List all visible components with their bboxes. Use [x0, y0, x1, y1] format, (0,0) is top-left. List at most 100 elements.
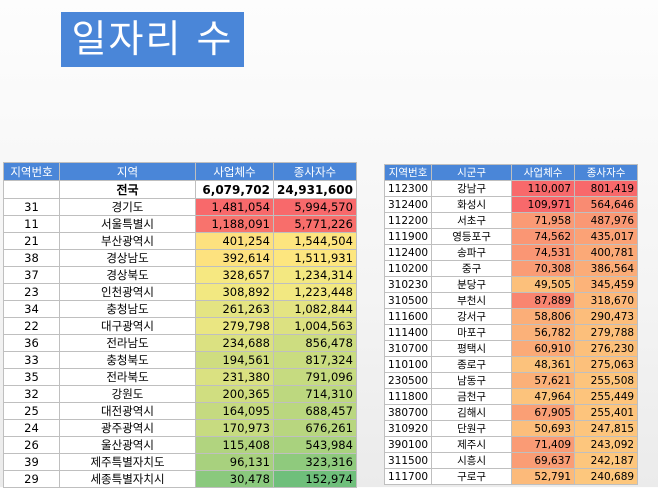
- cell-name: 경상남도: [59, 249, 196, 267]
- cell-biz: 69,637: [511, 452, 576, 469]
- table-row: 32 강원도 200,365 714,310: [3, 385, 357, 403]
- table-row: 22 대구광역시 279,798 1,004,563: [3, 317, 357, 335]
- table-row: 33 충청북도 194,561 817,324: [3, 351, 357, 369]
- cell-emp: 152,974: [273, 470, 357, 488]
- cell-name: 울산광역시: [59, 436, 196, 454]
- cell-code: 111900: [383, 228, 433, 245]
- cell-name: 대전광역시: [59, 402, 196, 420]
- col-header-emp: 종사자수: [574, 164, 639, 181]
- cell-biz: 87,889: [511, 292, 576, 309]
- cell-emp: 676,261: [273, 419, 357, 437]
- cell-code: 26: [3, 436, 60, 454]
- cell-emp: 243,092: [574, 436, 639, 453]
- table-row: 112200 서초구 71,958 487,976: [383, 212, 639, 229]
- cell-biz: 47,964: [511, 388, 576, 405]
- header-row: 지역번호 시군구 사업체수 종사자수: [383, 164, 639, 181]
- cell-code: 25: [3, 402, 60, 420]
- cell-biz: 261,263: [195, 300, 274, 318]
- cell-biz: 401,254: [195, 232, 274, 250]
- cell-code: 310230: [383, 276, 433, 293]
- cell-emp: 487,976: [574, 212, 639, 229]
- district-table: 지역번호 시군구 사업체수 종사자수 112300 강남구 110,007 801,4…: [383, 164, 639, 485]
- cell-biz: 170,973: [195, 419, 274, 437]
- cell-name: 광주광역시: [59, 419, 196, 437]
- cell-emp: 255,449: [574, 388, 639, 405]
- cell-code: 23: [3, 283, 60, 301]
- cell-emp: 242,187: [574, 452, 639, 469]
- cell-emp: 714,310: [273, 385, 357, 403]
- cell-code: 35: [3, 368, 60, 386]
- cell-biz: 58,806: [511, 308, 576, 325]
- cell-emp: 279,788: [574, 324, 639, 341]
- cell-emp: 688,457: [273, 402, 357, 420]
- cell-biz: 200,365: [195, 385, 274, 403]
- cell-name: 분당구: [431, 276, 513, 293]
- cell-code: 380700: [383, 404, 433, 421]
- total-biz: 6,079,702: [195, 180, 274, 199]
- cell-emp: 435,017: [574, 228, 639, 245]
- cell-name: 영등포구: [431, 228, 513, 245]
- cell-biz: 57,621: [511, 372, 576, 389]
- cell-code: 310500: [383, 292, 433, 309]
- cell-emp: 817,324: [273, 351, 357, 369]
- col-header-emp: 종사자수: [273, 162, 357, 181]
- cell-name: 강남구: [431, 180, 513, 197]
- cell-name: 평택시: [431, 340, 513, 357]
- cell-name: 종로구: [431, 356, 513, 373]
- table-row: 390100 제주시 71,409 243,092: [383, 436, 639, 453]
- table-row: 310230 분당구 49,505 345,459: [383, 276, 639, 293]
- cell-name: 제주시: [431, 436, 513, 453]
- region-table: 지역번호 지역 사업체수 종사자수 전국 6,079,702 24,931,60…: [3, 162, 357, 488]
- cell-name: 서초구: [431, 212, 513, 229]
- cell-emp: 1,082,844: [273, 300, 357, 318]
- cell-biz: 308,892: [195, 283, 274, 301]
- cell-code: 11: [3, 215, 60, 233]
- cell-name: 강원도: [59, 385, 196, 403]
- col-header-code: 지역번호: [3, 162, 60, 181]
- cell-emp: 345,459: [574, 276, 639, 293]
- cell-code: 111800: [383, 388, 433, 405]
- cell-biz: 71,409: [511, 436, 576, 453]
- total-code: [3, 180, 60, 199]
- cell-biz: 60,910: [511, 340, 576, 357]
- table-row: 310920 단원구 50,693 247,815: [383, 420, 639, 437]
- col-header-biz: 사업체수: [511, 164, 576, 181]
- cell-code: 37: [3, 266, 60, 284]
- cell-code: 38: [3, 249, 60, 267]
- cell-code: 29: [3, 470, 60, 488]
- cell-name: 부산광역시: [59, 232, 196, 250]
- cell-name: 화성시: [431, 196, 513, 213]
- cell-biz: 52,791: [511, 468, 576, 485]
- cell-biz: 194,561: [195, 351, 274, 369]
- cell-code: 39: [3, 453, 60, 471]
- cell-biz: 70,308: [511, 260, 576, 277]
- cell-code: 310920: [383, 420, 433, 437]
- cell-emp: 791,096: [273, 368, 357, 386]
- cell-emp: 255,401: [574, 404, 639, 421]
- cell-emp: 276,230: [574, 340, 639, 357]
- table-row: 110200 중구 70,308 386,564: [383, 260, 639, 277]
- cell-biz: 30,478: [195, 470, 274, 488]
- cell-code: 111600: [383, 308, 433, 325]
- cell-name: 서울특별시: [59, 215, 196, 233]
- cell-code: 312400: [383, 196, 433, 213]
- cell-emp: 318,670: [574, 292, 639, 309]
- table-row: 110100 종로구 48,361 275,063: [383, 356, 639, 373]
- cell-biz: 392,614: [195, 249, 274, 267]
- cell-name: 세종특별자치시: [59, 470, 196, 488]
- cell-biz: 164,095: [195, 402, 274, 420]
- cell-code: 24: [3, 419, 60, 437]
- cell-code: 390100: [383, 436, 433, 453]
- total-emp: 24,931,600: [273, 180, 357, 199]
- cell-emp: 1,004,563: [273, 317, 357, 335]
- cell-code: 310700: [383, 340, 433, 357]
- cell-code: 112300: [383, 180, 433, 197]
- table-row: 312400 화성시 109,971 564,646: [383, 196, 639, 213]
- cell-emp: 543,984: [273, 436, 357, 454]
- cell-code: 230500: [383, 372, 433, 389]
- table-row: 112300 강남구 110,007 801,419: [383, 180, 639, 197]
- table-row: 310700 평택시 60,910 276,230: [383, 340, 639, 357]
- cell-name: 송파구: [431, 244, 513, 261]
- cell-code: 31: [3, 198, 60, 216]
- table-row: 38 경상남도 392,614 1,511,931: [3, 249, 357, 267]
